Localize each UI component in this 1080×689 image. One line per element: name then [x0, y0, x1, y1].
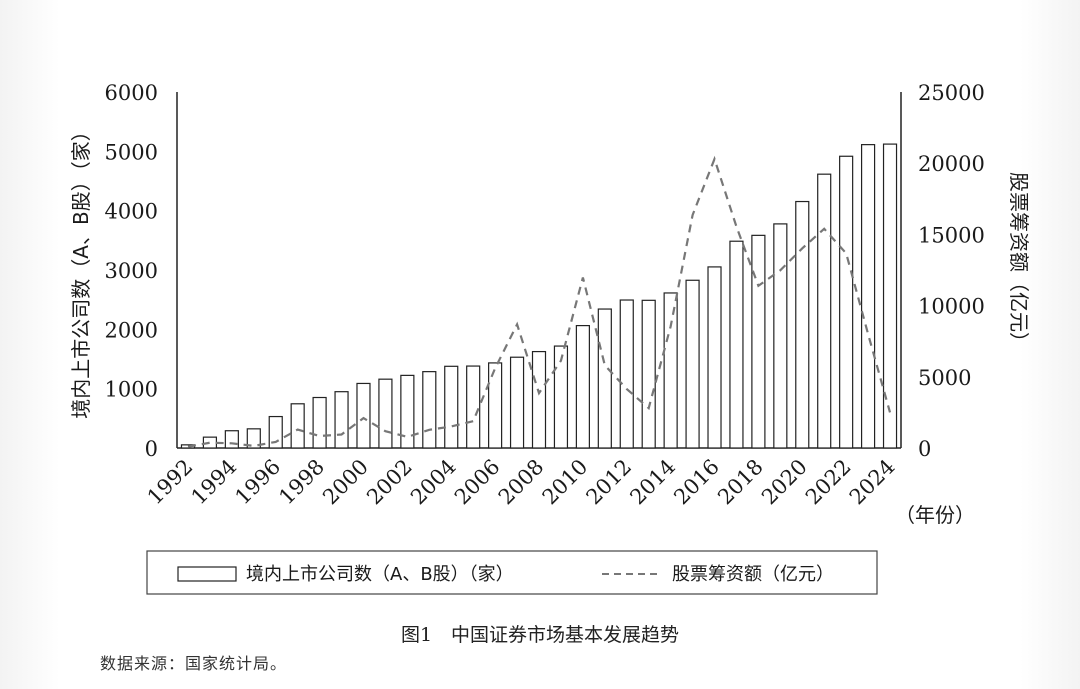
x-tick-label: 2006 — [450, 455, 505, 510]
right-tick-label: 5000 — [918, 366, 971, 390]
bar-2019 — [773, 223, 788, 449]
x-tick-label: 2010 — [538, 455, 593, 510]
x-tick-label: 2016 — [669, 455, 724, 510]
bar-2004 — [444, 365, 459, 449]
x-tick-label: 1992 — [143, 455, 198, 510]
bar-1999 — [334, 391, 349, 449]
x-tick-label: 2004 — [406, 455, 461, 510]
x-tick-label: 2002 — [362, 455, 417, 510]
bar-1994 — [224, 430, 239, 449]
bar-2014 — [663, 292, 678, 449]
right-tick-label: 0 — [918, 437, 931, 461]
x-tick-label: 2022 — [801, 455, 856, 510]
bar-2020 — [795, 200, 810, 449]
bar-2013 — [641, 299, 656, 449]
figure-caption: 图1 中国证券市场基本发展趋势 — [400, 624, 680, 646]
bar-2017 — [729, 240, 744, 449]
funding-line — [187, 155, 892, 448]
legend-line-label: 股票筹资额（亿元） — [672, 564, 834, 585]
chart-svg: 0 1000 2000 3000 4000 5000 6000 0 5000 10000 1500… — [69, 81, 1031, 595]
legend: 境内上市公司数（A、B股）（家） 股票筹资额（亿元） — [146, 550, 878, 595]
bar-2018 — [751, 234, 766, 449]
left-tick-label: 6000 — [105, 81, 158, 105]
legend-box — [146, 550, 878, 595]
bar-2016 — [707, 266, 722, 449]
bar-2006 — [488, 362, 503, 449]
bar-1996 — [268, 415, 283, 449]
bar-2001 — [378, 378, 393, 449]
bar-1998 — [312, 396, 327, 449]
bar-2023 — [860, 144, 876, 449]
right-tick-label: 15000 — [918, 223, 985, 247]
left-tick-labels: 0 1000 2000 3000 4000 5000 6000 — [105, 81, 158, 461]
x-tick-labels: 1992199419961998200020022004200620082010… — [143, 455, 900, 510]
bar-2021 — [817, 173, 832, 449]
left-tick-label: 2000 — [105, 318, 158, 342]
bar-2000 — [356, 382, 371, 449]
x-axis-title: （年份） — [895, 503, 975, 527]
x-tick-label: 2000 — [318, 455, 373, 510]
bar-2002 — [400, 374, 415, 449]
right-tick-labels: 0 5000 10000 15000 20000 25000 — [918, 81, 985, 461]
left-tick-label: 1000 — [105, 378, 158, 402]
x-tick-label: 1998 — [274, 455, 329, 510]
x-tick-label: 2018 — [713, 455, 768, 510]
legend-bar-label: 境内上市公司数（A、B股）（家） — [246, 564, 514, 585]
bar-2008 — [531, 350, 547, 449]
bar-2015 — [685, 279, 700, 449]
left-tick-label: 5000 — [105, 140, 158, 164]
bar-2012 — [619, 299, 634, 449]
x-tick-label: 2024 — [845, 455, 900, 510]
x-tick-label: 2012 — [582, 455, 637, 510]
right-axis-title: 股票筹资额（亿元） — [1007, 172, 1031, 352]
data-source-note: 数据来源：国家统计局。 — [100, 654, 288, 673]
x-tick-label: 2014 — [625, 455, 680, 510]
right-tick-label: 10000 — [918, 295, 985, 319]
bar-series — [180, 143, 898, 449]
x-tick-label: 1996 — [230, 455, 285, 510]
bar-2003 — [422, 371, 437, 449]
left-tick-label: 4000 — [105, 200, 158, 224]
right-tick-label: 20000 — [918, 152, 985, 176]
bar-1997 — [290, 403, 305, 449]
bar-2022 — [839, 155, 854, 449]
x-tick-label: 1994 — [187, 455, 242, 510]
bar-2010 — [575, 324, 590, 449]
legend-bar-swatch — [177, 566, 237, 582]
right-tick-label: 25000 — [918, 81, 985, 105]
x-tick-label: 2008 — [494, 455, 549, 510]
bar-2005 — [466, 365, 481, 449]
left-tick-label: 0 — [145, 437, 158, 461]
x-tick-label: 2020 — [757, 455, 812, 510]
left-tick-label: 3000 — [105, 259, 158, 283]
bar-2009 — [553, 345, 569, 449]
line-series — [187, 155, 892, 448]
bar-2011 — [597, 308, 612, 449]
bar-1995 — [246, 428, 261, 449]
bar-2007 — [509, 356, 525, 449]
left-axis-title: 境内上市公司数（A、B股）（家） — [69, 121, 93, 418]
bar-2024 — [882, 143, 898, 449]
